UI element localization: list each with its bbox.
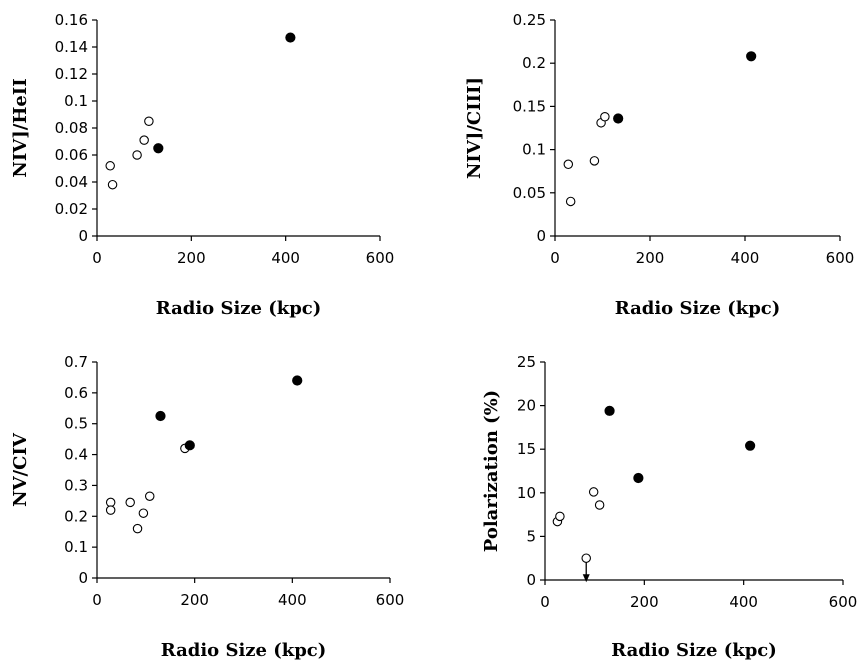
data-point-open (107, 179, 118, 190)
y-tick-label: 0.06 (55, 146, 88, 164)
x-axis-label: Radio Size (kpc) (161, 640, 327, 661)
y-axis-label: NIV]/CIII] (464, 77, 485, 179)
y-axis-label: Polarization (%) (481, 390, 502, 552)
data-point-filled (184, 440, 195, 451)
data-point-open (132, 150, 142, 160)
x-tick-label: 0 (92, 591, 102, 609)
y-tick-label: 0.1 (64, 92, 88, 110)
data-point-filled (292, 375, 303, 386)
chart-2: 0 0.05 0.1 0.15 0.2 0.25 0 200 400 600 Radio Size … (464, 11, 854, 319)
y-tick-label: 0.6 (64, 384, 88, 402)
x-tick-label: 0 (92, 249, 102, 267)
y-tick-label: 0.7 (64, 353, 88, 371)
y-tick-label: 15 (517, 440, 536, 458)
y-tick-label: 0 (536, 227, 546, 245)
y-tick-label: 20 (517, 397, 536, 415)
data-point-filled (613, 113, 624, 124)
y-tick-label: 0.02 (55, 200, 88, 218)
x-tick-label: 600 (366, 249, 395, 267)
y-tick-label: 5 (526, 527, 536, 545)
y-tick-label: 0.5 (64, 415, 88, 433)
y-tick-label: 0.1 (64, 538, 88, 556)
x-tick-label: 200 (177, 249, 206, 267)
chart-4: 0 5 10 15 20 25 0 200 400 600 Radio Size (kpc) Pola… (481, 353, 857, 661)
data-point-open (105, 505, 116, 515)
data-point-open (144, 116, 154, 127)
data-point-filled (155, 410, 166, 422)
y-tick-label: 0.25 (513, 11, 546, 29)
data-point-open (589, 156, 600, 166)
y-tick-label: 0.15 (513, 97, 546, 115)
y-axis-label: NIV]/HeII (10, 78, 31, 177)
x-tick-label: 600 (376, 591, 405, 609)
y-tick-label: 25 (517, 353, 536, 371)
y-tick-label: 10 (517, 484, 536, 502)
x-tick-label: 600 (826, 249, 855, 267)
x-tick-label: 0 (550, 249, 560, 267)
x-tick-label: 600 (829, 593, 858, 611)
data-point-open (600, 112, 610, 122)
y-tick-label: 0.08 (55, 119, 88, 137)
x-tick-label: 200 (630, 593, 659, 611)
x-axis-label: Radio Size (kpc) (611, 640, 777, 661)
x-tick-label: 200 (636, 249, 665, 267)
y-tick-label: 0.14 (55, 38, 88, 56)
y-tick-label: 0 (526, 571, 536, 589)
data-point-open (144, 491, 155, 501)
y-tick-label: 0.12 (55, 65, 88, 83)
x-tick-label: 400 (731, 249, 760, 267)
data-point-open (594, 500, 605, 510)
data-point-open (105, 161, 115, 171)
data-point-open (581, 553, 591, 563)
data-point-open (565, 196, 576, 207)
y-tick-label: 0.16 (55, 11, 88, 29)
data-point-filled (746, 51, 757, 62)
y-tick-label: 0.05 (513, 184, 546, 202)
y-tick-label: 0 (78, 569, 88, 587)
x-axis-label: Radio Size (kpc) (615, 298, 781, 319)
data-point-open (139, 135, 149, 145)
data-point-filled (745, 440, 756, 451)
x-tick-label: 400 (278, 591, 307, 609)
y-axis-label: NV/CIV (10, 432, 31, 507)
upper-limit-arrow-head (582, 574, 590, 583)
chart-3: 0 0.1 0.2 0.3 0.4 0.5 0.6 0.7 0 200 400 600 Radio Si… (10, 353, 404, 661)
data-point-open (138, 508, 149, 518)
data-point-filled (604, 405, 615, 416)
y-tick-label: 0 (78, 227, 88, 245)
data-point-open (132, 523, 143, 534)
y-tick-label: 0.1 (522, 141, 546, 159)
y-tick-label: 0.2 (522, 54, 546, 72)
x-tick-label: 200 (180, 591, 209, 609)
data-point-open (563, 159, 574, 170)
data-point-filled (285, 32, 296, 43)
y-tick-label: 0.2 (64, 507, 88, 525)
y-tick-label: 0.04 (55, 173, 88, 191)
data-point-open (125, 497, 135, 508)
x-tick-label: 400 (271, 249, 300, 267)
data-point-open (555, 511, 565, 522)
data-point-filled (153, 143, 164, 154)
x-axis-label: Radio Size (kpc) (156, 298, 322, 319)
x-tick-label: 400 (729, 593, 758, 611)
y-tick-label: 0.4 (64, 446, 88, 464)
chart-1: 0 0.02 0.04 0.06 0.08 0.1 0.12 0.14 0.16 0 200 400 6… (10, 11, 394, 319)
data-point-open (588, 487, 599, 497)
y-tick-label: 0.3 (64, 476, 88, 494)
data-point-open (105, 497, 116, 508)
x-tick-label: 0 (540, 593, 550, 611)
data-point-filled (633, 472, 644, 484)
